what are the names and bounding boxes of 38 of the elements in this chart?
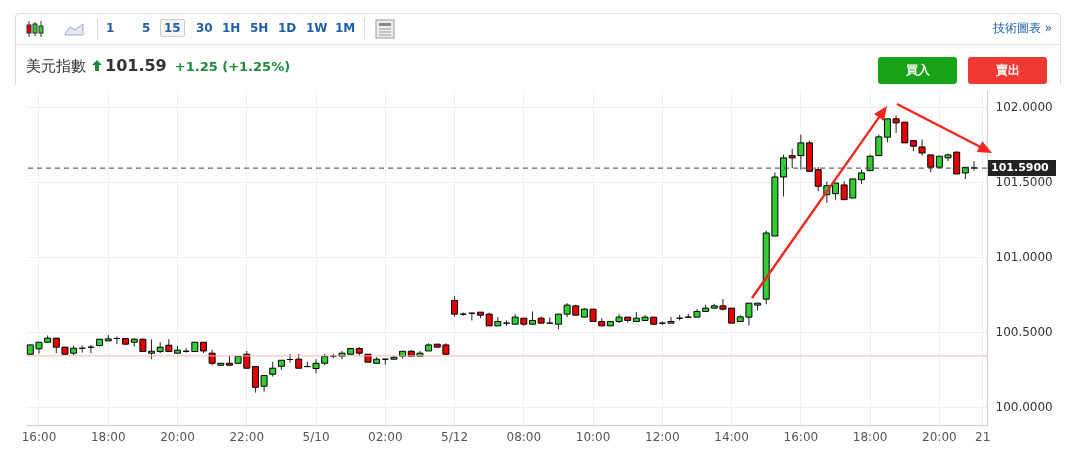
y-tick-label: 100.0000: [995, 400, 1053, 415]
text: 1D: [275, 20, 300, 36]
chart-title: 美元指數: [26, 57, 86, 75]
text: 30: [193, 20, 216, 36]
text: 技術圖表 »: [992, 20, 1054, 36]
x-tick-label: 5/10: [302, 429, 330, 444]
x-tick-label: 18:00: [852, 429, 888, 444]
x-tick-label: 14:00: [714, 429, 749, 444]
x-tick-label: 18:00: [90, 429, 126, 444]
text: 5H: [247, 20, 272, 36]
x-tick-label: 10:00: [575, 429, 611, 444]
x-tick-label: 5/12: [441, 429, 469, 444]
y-tick-label: 101.0000: [995, 250, 1053, 265]
text: 1M: [332, 20, 359, 36]
x-tick-label: 16:00: [21, 429, 57, 444]
text: 5: [139, 20, 154, 36]
x-tick-label: 21: [975, 429, 991, 444]
chart-subtitle: 101.59 +1.25 (+1.25%): [105, 56, 291, 75]
candlestick: [875, 134, 883, 157]
x-tick-label: 12:00: [645, 429, 680, 444]
text: 1H: [219, 20, 244, 36]
y-tick-label: 101.5000: [995, 175, 1053, 190]
text: 賣出: [968, 57, 1047, 84]
y-tick-label: 100.5000: [995, 325, 1053, 340]
text: 買入: [878, 57, 957, 84]
x-tick-label: 02:00: [368, 429, 403, 444]
text: 15: [160, 19, 185, 37]
candlestick: [451, 295, 459, 318]
text: 1: [103, 20, 118, 36]
ref-line-label: 101.5900: [991, 161, 1050, 175]
candlestick: [667, 316, 675, 324]
x-tick-label: 20:00: [922, 429, 957, 444]
text: 1W: [303, 20, 331, 36]
y-tick-label: 102.0000: [995, 100, 1053, 115]
x-tick-label: 16:00: [783, 429, 819, 444]
x-tick-label: 20:00: [160, 429, 195, 444]
x-tick-label: 08:00: [506, 429, 542, 444]
x-tick-label: 22:00: [229, 429, 265, 444]
